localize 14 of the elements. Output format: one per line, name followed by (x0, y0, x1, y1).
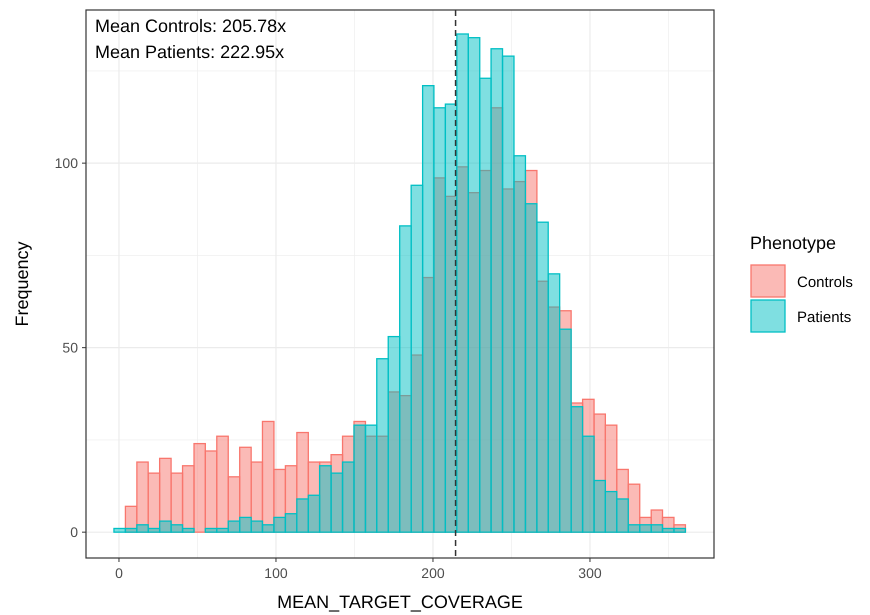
legend-title: Phenotype (750, 233, 836, 253)
legend-label: Patients (797, 309, 852, 326)
x-tick-label: 200 (421, 565, 445, 581)
y-axis-title: Frequency (12, 241, 32, 327)
x-axis-title: MEAN_TARGET_COVERAGE (277, 592, 523, 612)
annotation: Mean Controls: 205.78x (95, 16, 286, 36)
y-tick-label: 0 (70, 524, 78, 540)
legend-label: Controls (797, 274, 853, 291)
annotation: Mean Patients: 222.95x (95, 42, 284, 62)
x-tick-label: 300 (578, 565, 602, 581)
x-tick-label: 0 (115, 565, 124, 581)
y-tick-label: 100 (54, 155, 78, 172)
y-tick-label: 50 (62, 340, 78, 356)
x-tick-label: 100 (264, 565, 288, 581)
